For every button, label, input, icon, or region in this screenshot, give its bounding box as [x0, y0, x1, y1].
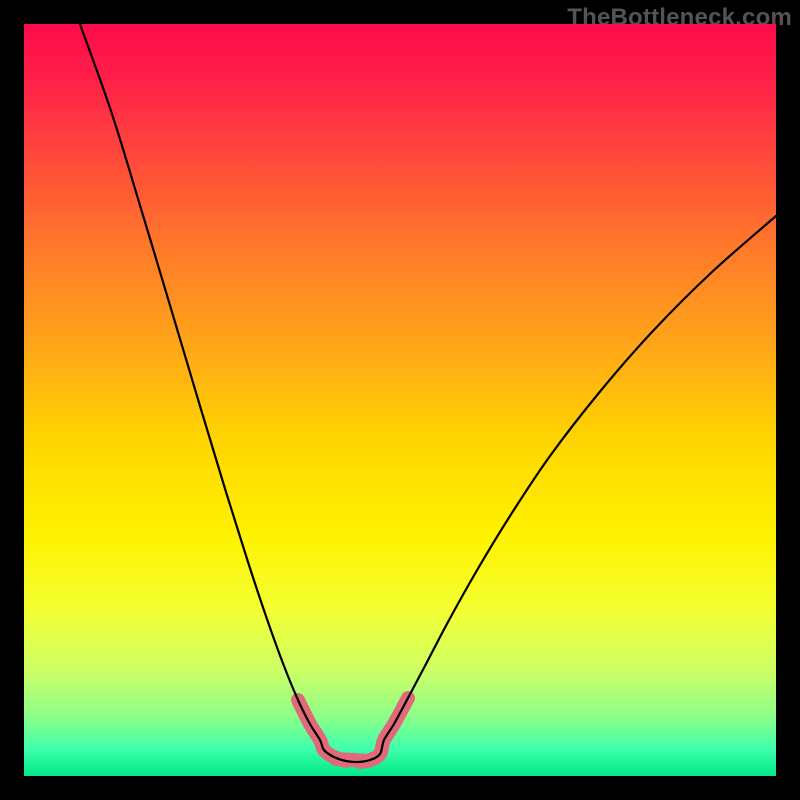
valley-highlight-left — [298, 700, 346, 761]
curve-layer — [24, 24, 776, 776]
bottleneck-curve — [80, 24, 776, 762]
valley-highlight-right — [360, 698, 408, 762]
plot-area — [24, 24, 776, 776]
